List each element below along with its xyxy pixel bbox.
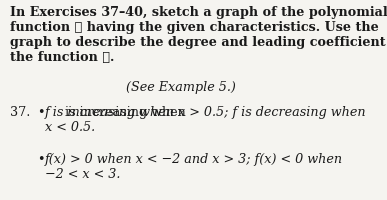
Text: f(x) > 0 when x < −2 and x > 3; f(x) < 0 when
−2 < x < 3.: f(x) > 0 when x < −2 and x > 3; f(x) < 0… — [45, 152, 342, 180]
Text: is increasing when: is increasing when — [61, 105, 190, 118]
Text: 37.: 37. — [10, 105, 30, 118]
Text: •: • — [37, 105, 44, 118]
Text: In Exercises 37–40, sketch a graph of the polynomial
function  having the given: In Exercises 37–40, sketch a graph of th… — [10, 6, 387, 64]
Text: •: • — [37, 152, 44, 165]
Text: f is increasing when x > 0.5; f is decreasing when
x < 0.5.: f is increasing when x > 0.5; f is decre… — [45, 105, 366, 133]
Text: (See Example 5.): (See Example 5.) — [126, 81, 236, 94]
